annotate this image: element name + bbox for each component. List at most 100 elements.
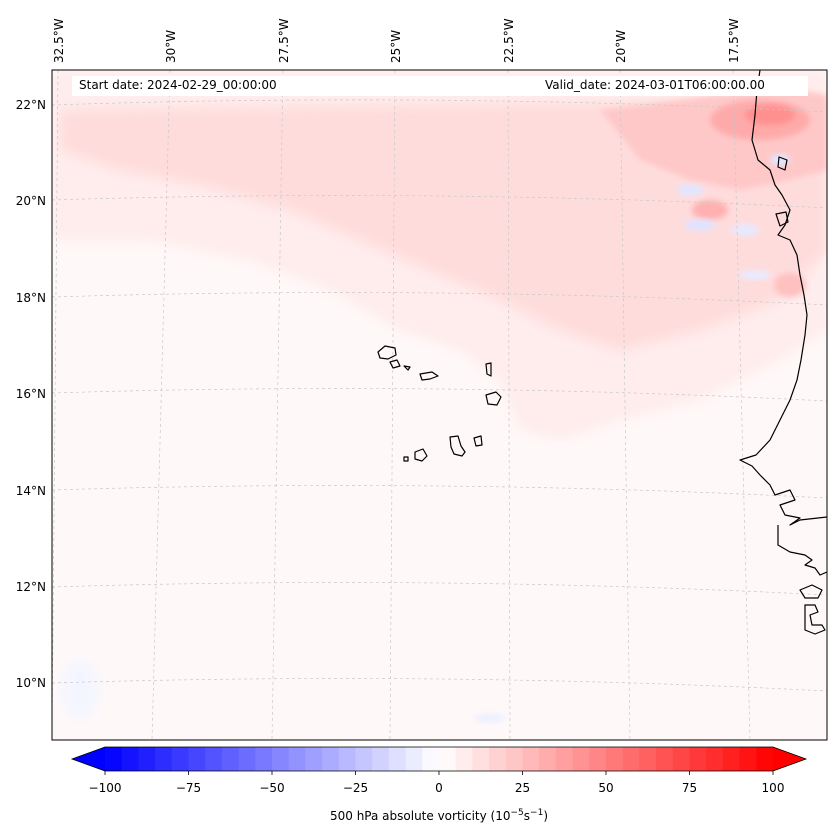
vorticity-min-3 bbox=[731, 224, 759, 236]
bissagos-islands bbox=[799, 584, 823, 599]
colorbar-segment bbox=[722, 747, 741, 771]
meridian-32-5w bbox=[52, 70, 59, 740]
lat-label-14n: 14°N bbox=[15, 484, 46, 498]
meridian-25w bbox=[389, 70, 396, 740]
colorbar-extend-min bbox=[72, 747, 105, 771]
colorbar-segment bbox=[105, 747, 123, 771]
colorbar-segment bbox=[205, 747, 223, 771]
meridian-30w bbox=[151, 70, 171, 740]
colorbar-segment bbox=[606, 747, 624, 771]
lon-label-22-5w: 22.5°W bbox=[502, 18, 516, 63]
colorbar-segment bbox=[171, 747, 190, 771]
coastal-island-1 bbox=[775, 211, 789, 227]
colorbar-segment bbox=[522, 747, 540, 771]
colorbar-segment bbox=[455, 747, 473, 771]
lat-label-20n: 20°N bbox=[15, 194, 46, 208]
colorbar-segment bbox=[272, 747, 290, 771]
colorbar-segment bbox=[589, 747, 607, 771]
colorbar-label: 500 hPa absolute vorticity (10−5s−1) bbox=[330, 808, 548, 823]
colorbar-tick-label: 100 bbox=[761, 781, 785, 795]
island-fogo bbox=[414, 448, 428, 462]
guinea-islands bbox=[804, 604, 826, 635]
colorbar-segment bbox=[639, 747, 657, 771]
parallel-12n bbox=[52, 582, 827, 596]
colorbar-segment bbox=[388, 747, 407, 771]
map-area bbox=[52, 70, 827, 740]
lat-label-22n: 22°N bbox=[15, 98, 46, 112]
colorbar-segment bbox=[255, 747, 273, 771]
parallel-22n bbox=[52, 99, 827, 113]
colorbar-segment bbox=[422, 747, 440, 771]
colorbar-tick-label: −75 bbox=[175, 781, 202, 795]
colorbar-segment bbox=[138, 747, 156, 771]
parallel-20n bbox=[52, 195, 827, 209]
colorbar-segment bbox=[472, 747, 490, 771]
lat-label-12n: 12°N bbox=[15, 580, 46, 594]
lat-label-16n: 16°N bbox=[15, 387, 46, 401]
start-date-label: Start date: 2024-02-29_00:00:00 bbox=[79, 78, 277, 92]
meridian-20w bbox=[619, 70, 631, 740]
colorbar-segment bbox=[572, 747, 590, 771]
island-sao-nicolau bbox=[419, 371, 439, 381]
lon-label-32-5w: 32.5°W bbox=[52, 18, 66, 63]
vorticity-min-south bbox=[474, 713, 506, 723]
colorbar-segment bbox=[405, 747, 423, 771]
vorticity-max-central bbox=[692, 200, 728, 220]
colorbar-segment bbox=[355, 747, 373, 771]
colorbar-label-exp2: −1 bbox=[530, 808, 544, 818]
map-frame bbox=[51, 69, 828, 741]
colorbar-segment bbox=[155, 747, 173, 771]
vorticity-min-4 bbox=[770, 154, 790, 166]
colorbar-segment bbox=[555, 747, 574, 771]
colorbar-segment bbox=[622, 747, 640, 771]
colorbar-segment bbox=[439, 747, 457, 771]
colorbar-segment bbox=[372, 747, 390, 771]
vorticity-min-sw bbox=[60, 660, 100, 720]
colorbar-tick-label: −25 bbox=[342, 781, 369, 795]
colorbar-label-mid: s bbox=[523, 809, 531, 823]
info-banner bbox=[72, 76, 808, 96]
colorbar-segment bbox=[288, 747, 306, 771]
colorbar-tick-label: −100 bbox=[88, 781, 122, 795]
graticule bbox=[52, 70, 827, 740]
colorbar-label-prefix: 500 hPa absolute vorticity (10 bbox=[329, 809, 511, 823]
colorbar-segment bbox=[238, 747, 256, 771]
colorbar-segment bbox=[338, 747, 357, 771]
parallel-10n bbox=[52, 678, 827, 692]
colorbar-segment bbox=[756, 747, 774, 771]
africa-coastline bbox=[739, 70, 827, 526]
colorbar-segment bbox=[739, 747, 757, 771]
vorticity-max-coast bbox=[774, 273, 806, 297]
valid-date-label: Valid_date: 2024-03-01T06:00:00.00 bbox=[545, 78, 765, 92]
colorbar-segment bbox=[188, 747, 206, 771]
colorbar-tick-label: −50 bbox=[259, 781, 285, 795]
lat-label-10n: 10°N bbox=[15, 676, 46, 690]
lon-label-17-5w: 17.5°W bbox=[727, 18, 741, 63]
colorbar-segment bbox=[689, 747, 707, 771]
colorbar-segment bbox=[221, 747, 240, 771]
meridian-27-5w bbox=[271, 70, 284, 740]
island-santo-antao bbox=[377, 345, 397, 360]
lat-label-18n: 18°N bbox=[15, 291, 46, 305]
parallel-18n bbox=[52, 292, 827, 306]
meridian-17-5w bbox=[732, 70, 751, 740]
lon-label-27-5w: 27.5°W bbox=[277, 18, 291, 63]
colorbar-segment bbox=[489, 747, 507, 771]
colorbar-tick-label: 0 bbox=[435, 781, 443, 795]
colorbar-ticks bbox=[104, 771, 774, 775]
meridian-22-5w bbox=[507, 70, 511, 740]
lon-label-25w: 25°W bbox=[389, 29, 403, 63]
vorticity-max-north-core bbox=[745, 105, 795, 125]
parallel-16n bbox=[52, 388, 827, 402]
island-brava bbox=[403, 456, 409, 462]
island-maio bbox=[473, 435, 483, 447]
lon-label-30w: 30°W bbox=[164, 29, 178, 63]
colorbar-segment bbox=[121, 747, 139, 771]
vorticity-min-5 bbox=[739, 270, 771, 280]
vorticity-min-1 bbox=[676, 184, 704, 196]
colorbar-segment bbox=[706, 747, 724, 771]
island-sao-vicente bbox=[389, 359, 401, 369]
parallel-14n bbox=[52, 485, 827, 499]
coastal-island-2 bbox=[777, 156, 788, 171]
